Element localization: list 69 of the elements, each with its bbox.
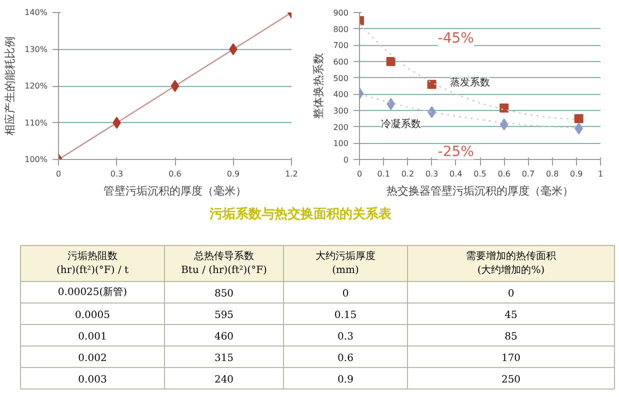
y-tick-label: 700	[333, 41, 349, 50]
y-tick-label: 0	[343, 156, 349, 164]
annotation: -45%	[438, 30, 474, 46]
point	[170, 80, 180, 92]
point	[386, 57, 396, 66]
y-tick-label: 120%	[24, 82, 48, 90]
text: 0.002	[78, 352, 107, 364]
text: 0.0005	[75, 310, 110, 321]
category-label: 污垢热阻数 (hr)(ft²)(°F) / t	[56, 250, 129, 276]
y-tick-label: 400	[333, 90, 349, 100]
x-tick-label: 0.9	[570, 170, 583, 178]
text: 0.00025(新管)	[58, 286, 128, 298]
y-tick-label: 500	[333, 74, 349, 83]
x-tick-label: 0.5	[474, 170, 486, 178]
text: 170	[501, 352, 521, 364]
y-axis-title: 整体换热系数	[312, 53, 326, 119]
series-label: 冷凝系数	[380, 118, 421, 130]
category-label: 需要增加的热传面积 (大约增加的%)	[466, 250, 556, 276]
x-tick-label: 0.7	[522, 170, 535, 178]
x-tick-label: 0.6	[498, 170, 510, 178]
y-axis-title: 相应产生的能耗比例	[4, 36, 17, 136]
x-tick-label: 0.9	[226, 170, 240, 178]
y-tick-label: 200	[333, 122, 349, 132]
y-tick-label: 600	[333, 58, 349, 66]
text: 0	[508, 288, 514, 300]
series-label: 蒸发系数	[450, 76, 490, 88]
y-tick-label: 100	[333, 139, 349, 148]
text: 污垢系数与热交换面积的关系表	[208, 206, 392, 222]
text: 0.003	[78, 374, 107, 386]
y-tick-label: 800	[333, 24, 349, 34]
x-tick-label: 0.4	[450, 170, 462, 178]
text: 0.9	[338, 374, 354, 386]
category-label: 总热传导系数 Btu / (hr)(ft²)(°F)	[181, 250, 268, 276]
text: 85	[504, 331, 518, 342]
text: 0.15	[334, 310, 357, 321]
text: 240	[214, 374, 234, 386]
x-tick-label: 1	[598, 170, 604, 178]
text: 250	[501, 374, 521, 386]
x-axis-title: 热交换器管壁污垢沉积的厚度（毫米）	[386, 184, 574, 198]
text: 595	[214, 310, 234, 321]
x-tick-label: 0.8	[546, 170, 559, 178]
annotation: -25%	[438, 144, 474, 160]
point	[574, 114, 584, 124]
text: 315	[214, 352, 234, 364]
text: 0.001	[78, 331, 107, 342]
y-tick-label: 100%	[24, 155, 48, 164]
y-tick-label: 140%	[24, 8, 48, 17]
y-tick-label: 130%	[24, 44, 48, 54]
x-tick-label: 0.6	[168, 170, 182, 178]
x-tick-label: 0	[56, 170, 62, 178]
point	[427, 80, 436, 89]
y-tick-label: 110%	[24, 118, 48, 128]
point	[500, 118, 508, 130]
x-tick-label: 1.2	[285, 170, 298, 178]
text: 0.6	[338, 352, 354, 364]
text: 460	[214, 331, 234, 342]
text: 850	[214, 288, 234, 300]
text: 45	[504, 310, 518, 321]
x-tick-label: 0.3	[425, 170, 438, 178]
x-tick-label: 0.2	[401, 170, 414, 178]
x-tick-label: 0.1	[377, 170, 390, 178]
category-label: 大约污垢厚度 (mm)	[316, 250, 376, 276]
point	[500, 104, 509, 113]
x-tick-label: 0	[356, 170, 362, 178]
y-tick-label: 300	[333, 106, 349, 116]
x-tick-label: 0.3	[110, 170, 124, 178]
y-tick-label: 900	[333, 8, 349, 18]
x-axis-title: 管壁污垢沉积的厚度（毫米）	[104, 184, 246, 198]
text: 0.3	[338, 331, 354, 342]
